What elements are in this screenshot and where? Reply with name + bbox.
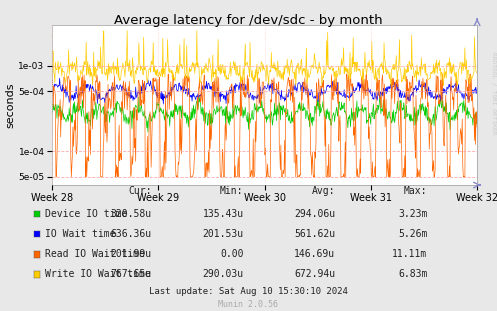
Text: Device IO time: Device IO time: [45, 209, 127, 219]
Text: 201.99u: 201.99u: [110, 249, 152, 259]
Text: 561.62u: 561.62u: [294, 229, 335, 239]
Text: 135.43u: 135.43u: [202, 209, 244, 219]
Text: 201.53u: 201.53u: [202, 229, 244, 239]
Text: Last update: Sat Aug 10 15:30:10 2024: Last update: Sat Aug 10 15:30:10 2024: [149, 287, 348, 296]
Text: 5.26m: 5.26m: [398, 229, 427, 239]
Text: IO Wait time: IO Wait time: [45, 229, 115, 239]
Text: Average latency for /dev/sdc - by month: Average latency for /dev/sdc - by month: [114, 14, 383, 27]
Text: 290.03u: 290.03u: [202, 269, 244, 279]
Text: 636.36u: 636.36u: [110, 229, 152, 239]
Text: Min:: Min:: [220, 186, 244, 196]
Text: 767.65u: 767.65u: [110, 269, 152, 279]
Y-axis label: seconds: seconds: [5, 82, 15, 128]
Text: Read IO Wait time: Read IO Wait time: [45, 249, 145, 259]
Text: Munin 2.0.56: Munin 2.0.56: [219, 300, 278, 309]
Text: Avg:: Avg:: [312, 186, 335, 196]
Text: 0.00: 0.00: [220, 249, 244, 259]
Text: Cur:: Cur:: [128, 186, 152, 196]
Text: Max:: Max:: [404, 186, 427, 196]
Text: 11.11m: 11.11m: [392, 249, 427, 259]
Text: 146.69u: 146.69u: [294, 249, 335, 259]
Text: 3.23m: 3.23m: [398, 209, 427, 219]
Text: 320.58u: 320.58u: [110, 209, 152, 219]
Text: 6.83m: 6.83m: [398, 269, 427, 279]
Text: 672.94u: 672.94u: [294, 269, 335, 279]
Text: 294.06u: 294.06u: [294, 209, 335, 219]
Text: RRDTOOL / TOBI OETIKER: RRDTOOL / TOBI OETIKER: [491, 52, 496, 135]
Text: Write IO Wait time: Write IO Wait time: [45, 269, 151, 279]
